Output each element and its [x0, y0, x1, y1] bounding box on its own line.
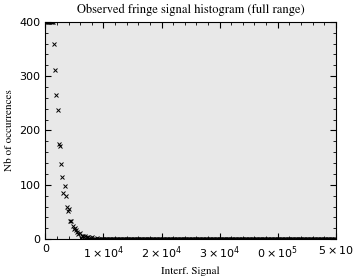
Title: Observed fringe signal histogram (full range): Observed fringe signal histogram (full r… [77, 4, 304, 17]
Y-axis label: Nb of occurrences: Nb of occurrences [4, 90, 14, 171]
X-axis label: Interf. Signal: Interf. Signal [161, 266, 220, 276]
